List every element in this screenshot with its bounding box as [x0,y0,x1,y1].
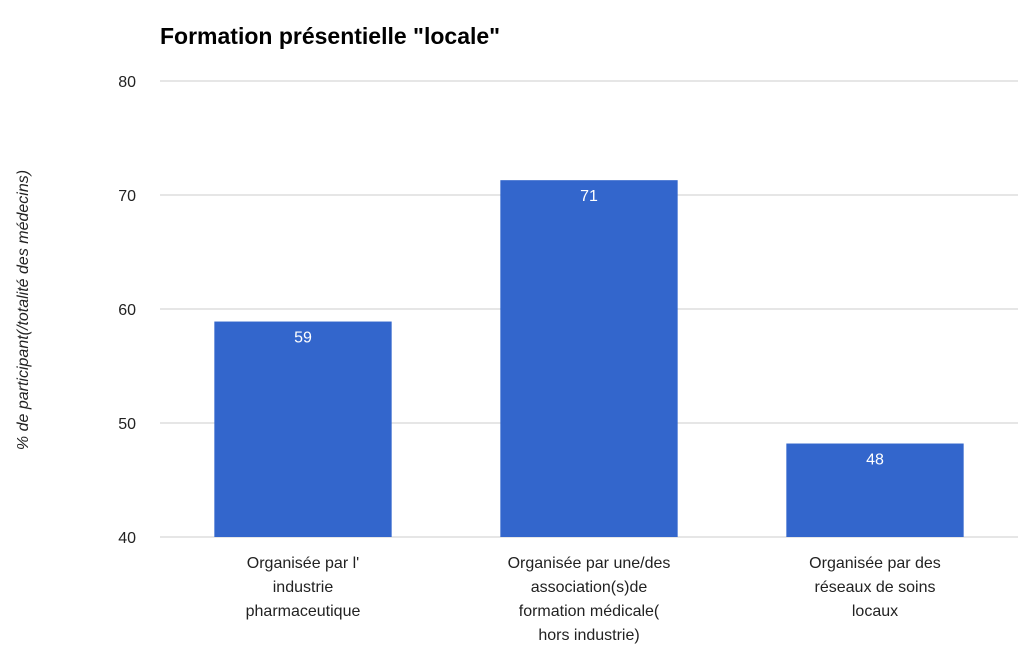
y-tick-label: 70 [118,188,136,205]
value-label: 59 [294,330,312,347]
x-tick-label: Organisée par des réseaux de soins locaux [809,555,941,620]
y-tick-label: 60 [118,302,136,319]
value-label: 48 [866,452,884,469]
y-axis-label: % de participant(/totalité des médecins) [15,170,32,450]
chart-title: Formation présentielle "locale" [160,23,500,49]
bar [786,443,964,537]
value-label: 71 [580,188,598,205]
bar [500,180,678,537]
y-tick-label: 40 [118,530,136,547]
x-tick-label: Organisée par une/des association(s)de for… [508,555,671,644]
x-tick-label: Organisée par l' industrie pharmaceutique [246,555,361,620]
y-tick-label: 50 [118,416,136,433]
y-tick-label: 80 [118,74,136,91]
bar [214,321,392,537]
